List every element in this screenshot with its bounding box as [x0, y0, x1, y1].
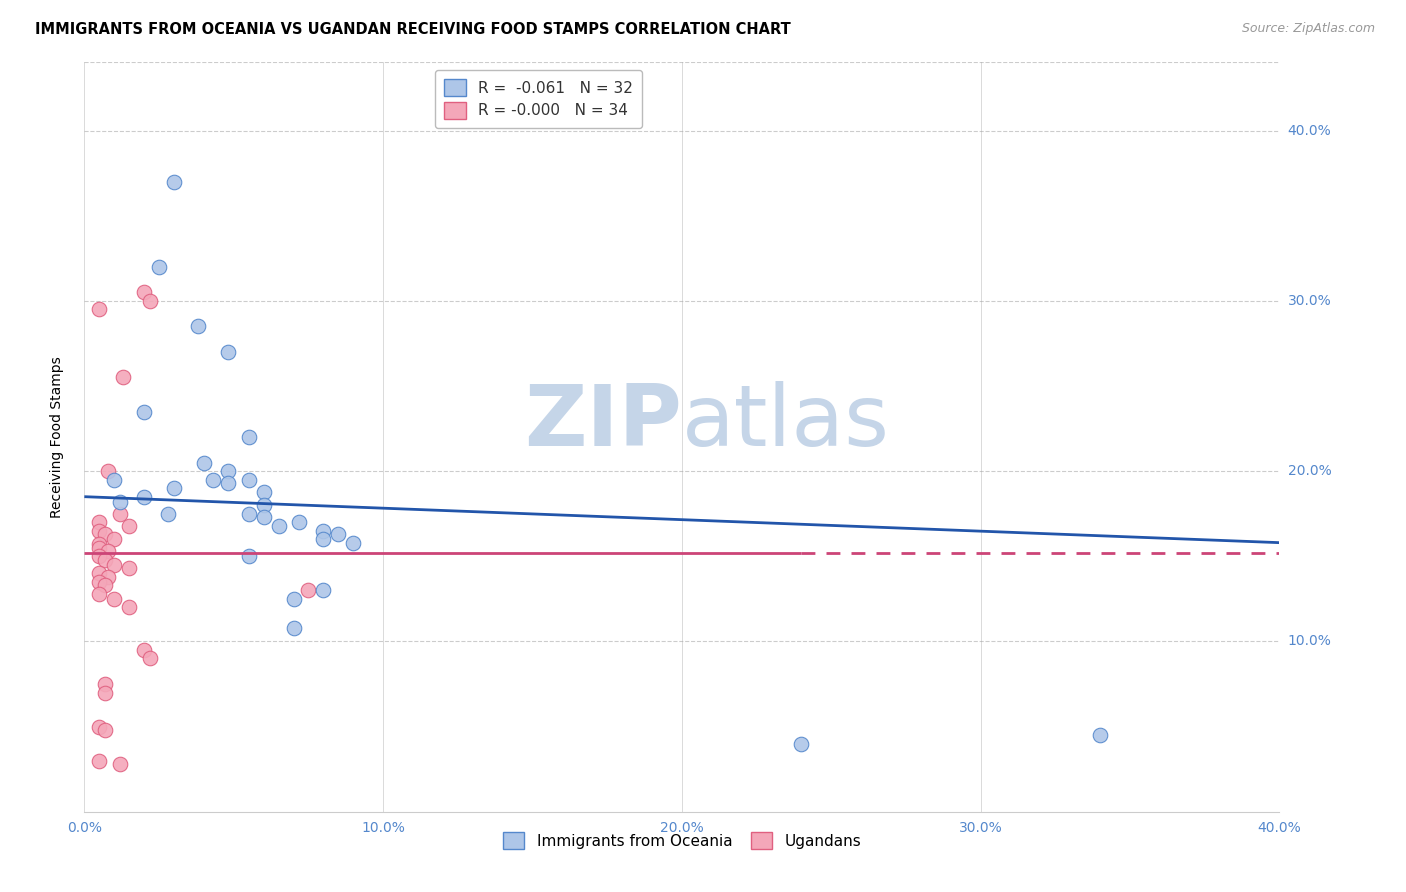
Point	[238, 430, 260, 444]
Point	[94, 552, 117, 566]
Point	[297, 583, 319, 598]
Point	[283, 591, 305, 606]
Point	[89, 754, 111, 768]
Point	[342, 535, 364, 549]
Point	[187, 319, 209, 334]
Point	[97, 570, 120, 584]
Text: 20.0%: 20.0%	[1288, 464, 1331, 478]
Point	[163, 481, 186, 495]
Point	[312, 533, 335, 547]
Point	[253, 498, 276, 512]
Point	[238, 549, 260, 564]
Point	[139, 293, 162, 308]
Point	[94, 723, 117, 737]
Point	[139, 651, 162, 665]
Point	[217, 476, 239, 491]
Point	[163, 175, 186, 189]
Point	[103, 473, 125, 487]
Point	[238, 507, 260, 521]
Point	[103, 558, 125, 572]
Point	[89, 549, 111, 564]
Point	[118, 561, 141, 575]
Point	[217, 345, 239, 359]
Y-axis label: Receiving Food Stamps: Receiving Food Stamps	[49, 356, 63, 518]
Point	[283, 621, 305, 635]
Point	[94, 677, 117, 691]
Point	[103, 591, 125, 606]
Point	[110, 507, 132, 521]
Point	[89, 566, 111, 581]
Point	[132, 643, 156, 657]
Point	[89, 515, 111, 529]
Point	[148, 260, 170, 274]
Point	[89, 574, 111, 589]
Point	[89, 720, 111, 734]
Point	[132, 490, 156, 504]
Point	[132, 404, 156, 418]
Point	[253, 484, 276, 499]
Point	[238, 473, 260, 487]
Point	[103, 533, 125, 547]
Point	[217, 464, 239, 478]
Point	[288, 515, 311, 529]
Point	[97, 544, 120, 558]
Text: ZIP: ZIP	[524, 381, 682, 464]
Point	[89, 541, 111, 555]
Point	[110, 495, 132, 509]
Point	[328, 527, 350, 541]
Point	[94, 527, 117, 541]
Point	[253, 510, 276, 524]
Point	[118, 600, 141, 615]
Text: atlas: atlas	[682, 381, 890, 464]
Point	[89, 587, 111, 601]
Text: Source: ZipAtlas.com: Source: ZipAtlas.com	[1241, 22, 1375, 36]
Point	[312, 583, 335, 598]
Legend: Immigrants from Oceania, Ugandans: Immigrants from Oceania, Ugandans	[495, 824, 869, 856]
Point	[97, 464, 120, 478]
Point	[112, 370, 135, 384]
Point	[312, 524, 335, 538]
Text: 10.0%: 10.0%	[1288, 634, 1331, 648]
Point	[89, 537, 111, 551]
Point	[118, 518, 141, 533]
Point	[89, 524, 111, 538]
Point	[193, 456, 215, 470]
Text: 30.0%: 30.0%	[1288, 293, 1331, 308]
Point	[89, 302, 111, 317]
Point	[790, 737, 813, 751]
Point	[267, 518, 290, 533]
Point	[94, 685, 117, 699]
Point	[110, 757, 132, 772]
Point	[1090, 728, 1112, 742]
Point	[157, 507, 180, 521]
Point	[94, 578, 117, 592]
Point	[132, 285, 156, 300]
Text: 40.0%: 40.0%	[1288, 124, 1331, 137]
Text: IMMIGRANTS FROM OCEANIA VS UGANDAN RECEIVING FOOD STAMPS CORRELATION CHART: IMMIGRANTS FROM OCEANIA VS UGANDAN RECEI…	[35, 22, 792, 37]
Point	[201, 473, 224, 487]
